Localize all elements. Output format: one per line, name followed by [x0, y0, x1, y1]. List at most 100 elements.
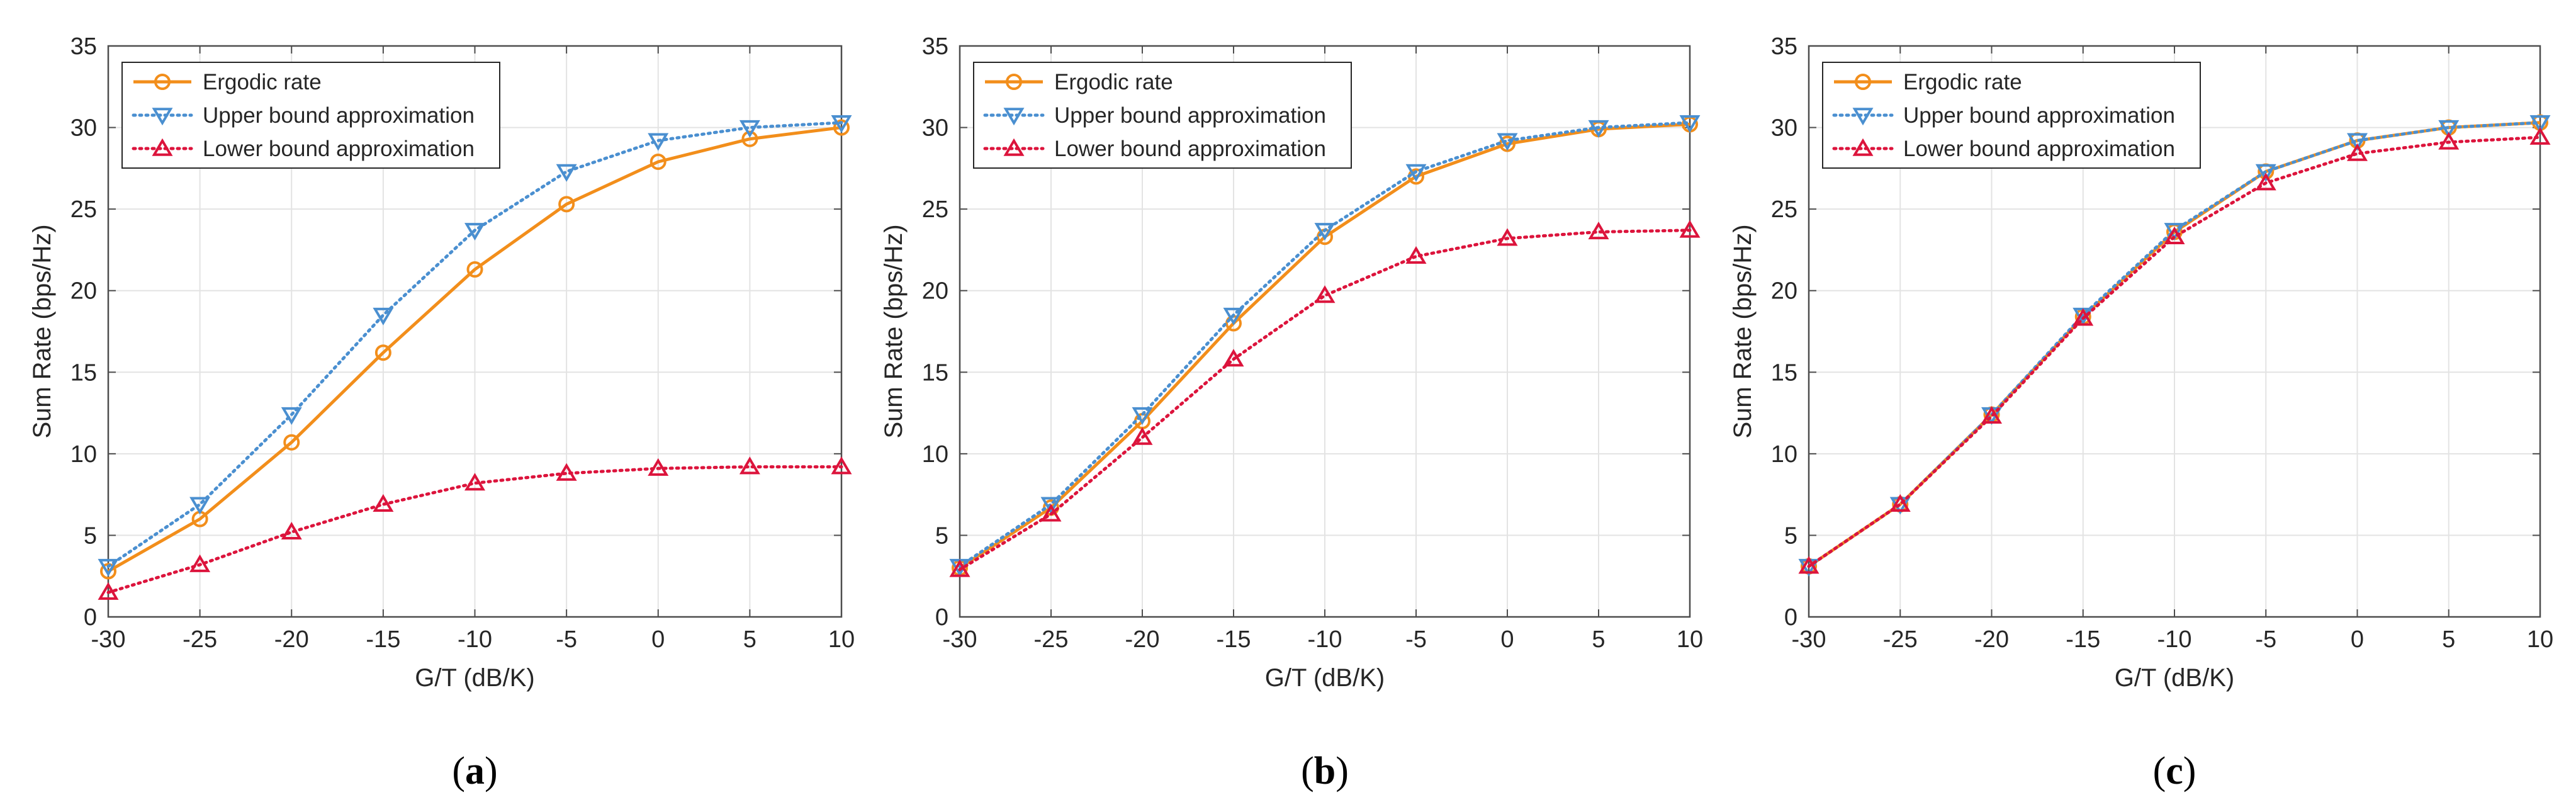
legend-label: Lower bound approximation [1054, 137, 1326, 161]
data-point [1497, 228, 1518, 246]
chart-panel-b: -30 -25 -20 -15 -10 -5 0 5 10 0 5 10 15 20 25 30 35 G/T (… [880, 33, 1703, 793]
x-tick-label: 5 [1592, 626, 1605, 653]
data-point [1040, 497, 1062, 515]
y-tick-label: 25 [922, 196, 948, 223]
data-point [2164, 226, 2185, 244]
data-point [1223, 307, 1244, 325]
data-point [1405, 164, 1427, 182]
legend-label: Upper bound approximation [203, 103, 475, 128]
panel-label: (c) [2153, 750, 2196, 793]
data-point [739, 120, 760, 138]
legend-marker [1852, 108, 1874, 126]
data-point [2529, 127, 2551, 145]
legend: Ergodic rate Upper bound approximation Low… [973, 62, 1352, 169]
x-tick-label: 10 [1677, 626, 1703, 653]
legend-marker [1003, 138, 1025, 156]
x-axis-label: G/T (dB/K) [1265, 664, 1385, 692]
x-tick-label: -10 [2157, 626, 2192, 653]
series-line [106, 465, 843, 594]
y-tick-label: 15 [922, 359, 948, 386]
data-point [2347, 143, 2368, 161]
y-tick-label: 30 [1771, 115, 1797, 142]
data-point [189, 554, 211, 572]
x-tick-label: -25 [1034, 626, 1069, 653]
legend-label: Lower bound approximation [203, 137, 475, 161]
legend: Ergodic rate Upper bound approximation Low… [1822, 62, 2201, 169]
x-tick-label: 10 [828, 626, 855, 653]
data-point [98, 582, 119, 600]
series-line [958, 121, 1692, 568]
data-point [1223, 349, 1244, 367]
data-point [1497, 133, 1518, 151]
x-tick-label: 0 [651, 626, 665, 653]
panel-label: (b) [1301, 750, 1349, 793]
x-tick-label: -10 [458, 626, 492, 653]
y-tick-label: 15 [1771, 359, 1797, 386]
data-point [1588, 222, 1609, 240]
data-point [2255, 164, 2276, 182]
y-tick-label: 5 [84, 522, 97, 549]
legend-label: Lower bound approximation [1903, 137, 2175, 161]
y-tick-label: 20 [1771, 278, 1797, 305]
data-point [1981, 405, 2002, 424]
y-tick-label: 10 [1771, 441, 1797, 468]
data-point [650, 153, 666, 170]
y-tick-label: 15 [70, 359, 97, 386]
data-point [464, 473, 485, 491]
y-tick-label: 10 [922, 441, 948, 468]
data-point [1405, 245, 1427, 264]
x-axis-label: G/T (dB/K) [2115, 664, 2234, 692]
y-tick-label: 25 [1771, 196, 1797, 223]
legend: Ergodic rate Upper bound approximation Low… [121, 62, 500, 169]
x-tick-label: -20 [1974, 626, 2009, 653]
legend-marker [154, 74, 171, 90]
y-tick-label: 10 [70, 441, 97, 468]
x-tick-label: -30 [943, 626, 977, 653]
legend-marker [1006, 74, 1022, 90]
data-point [558, 196, 575, 213]
x-tick-label: 10 [2527, 626, 2553, 653]
x-tick-label: -15 [2066, 626, 2100, 653]
x-tick-label: 5 [743, 626, 756, 653]
panel-label-letter: a [465, 750, 485, 793]
data-point [2073, 308, 2094, 326]
series-line [958, 229, 1692, 572]
data-point [1314, 223, 1336, 241]
x-tick-label: -5 [1405, 626, 1427, 653]
legend-marker [152, 138, 173, 156]
legend-label: Upper bound approximation [1054, 103, 1326, 128]
y-axis-label: Sum Rate (bps/Hz) [28, 224, 56, 438]
x-axis-label: G/T (dB/K) [415, 664, 534, 692]
data-point [281, 521, 302, 539]
data-point [374, 344, 391, 361]
chart-panel-c: -30 -25 -20 -15 -10 -5 0 5 10 0 5 10 15 20 25 30 35 G/T (… [1729, 33, 2553, 793]
x-tick-label: 5 [2442, 626, 2455, 653]
data-point [373, 307, 394, 325]
data-point [1588, 120, 1609, 138]
data-point [1889, 494, 1911, 512]
x-tick-label: -20 [1125, 626, 1160, 653]
data-point [739, 456, 760, 475]
y-tick-label: 20 [70, 278, 97, 305]
x-tick-label: -15 [1217, 626, 1251, 653]
panel-label-letter: b [1314, 750, 1336, 793]
axes-box [107, 45, 843, 618]
data-point [741, 130, 758, 147]
data-point [831, 115, 852, 133]
x-tick-label: -5 [556, 626, 577, 653]
data-point [831, 456, 852, 475]
data-point [283, 434, 300, 451]
y-tick-label: 30 [922, 115, 948, 142]
y-tick-label: 5 [1784, 522, 1797, 549]
data-point [2438, 132, 2460, 150]
series-line [106, 121, 843, 568]
legend-marker [1003, 108, 1025, 126]
panel-label: (a) [452, 750, 497, 793]
x-tick-label: -15 [366, 626, 400, 653]
data-point [2529, 115, 2551, 133]
axes-box [1808, 45, 2541, 618]
data-point [1040, 504, 1062, 522]
x-tick-label: -30 [1792, 626, 1826, 653]
data-point [648, 133, 669, 151]
data-point [1679, 220, 1701, 238]
